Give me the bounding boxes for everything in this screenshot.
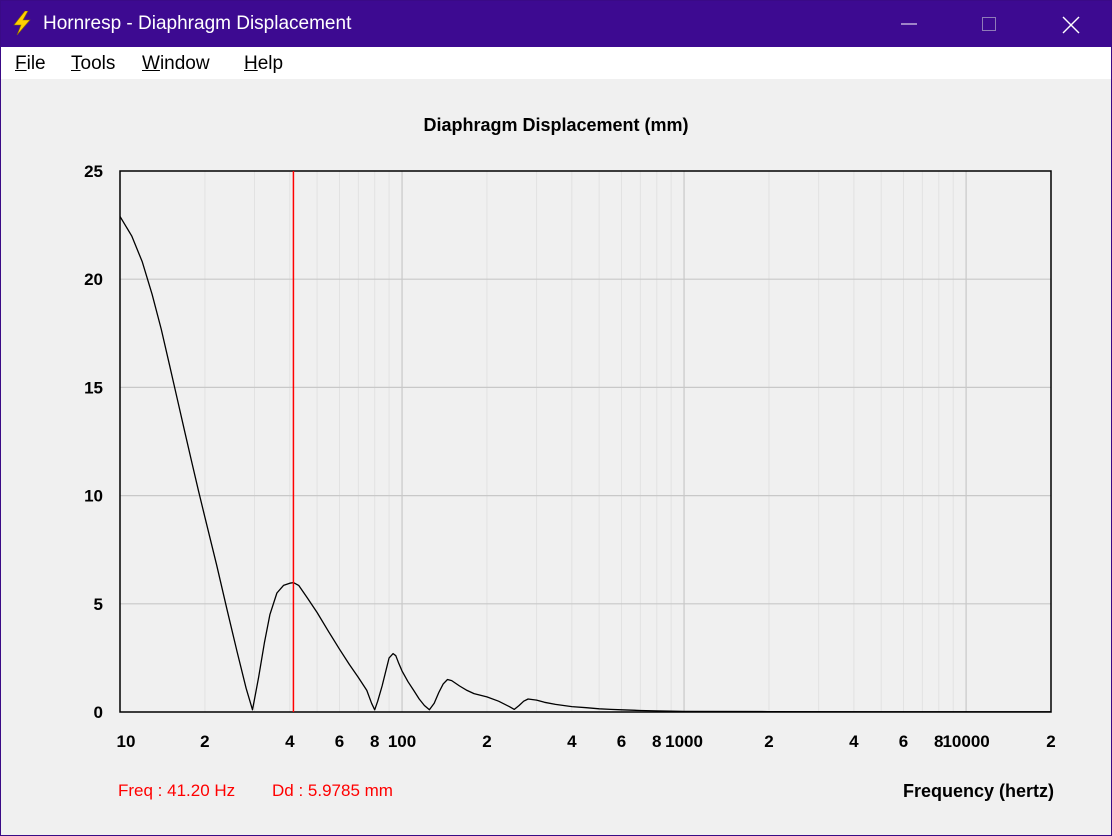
x-tick-label: 10 — [117, 732, 136, 751]
lightning-bolt-icon — [13, 11, 31, 35]
maximize-icon — [982, 17, 996, 31]
menu-help[interactable]: Help — [244, 53, 283, 75]
x-tick-label: 8 — [370, 732, 379, 751]
x-tick-label: 2 — [1046, 732, 1055, 751]
x-tick-label: 1000 — [665, 732, 703, 751]
y-tick-label: 5 — [94, 595, 103, 614]
menu-window-accelerator: W — [142, 53, 160, 74]
x-tick-label: 100 — [388, 732, 416, 751]
x-axis-label: Frequency (hertz) — [902, 781, 1054, 801]
x-tick-label: 4 — [849, 732, 859, 751]
menu-bar: File Tools Window Help — [1, 47, 1111, 79]
chart-area[interactable] — [1, 79, 1111, 835]
menu-file-label: ile — [26, 53, 46, 74]
x-tick-label: 6 — [617, 732, 626, 751]
y-tick-label: 0 — [94, 703, 103, 722]
y-tick-label: 15 — [84, 378, 103, 397]
x-tick-label: 4 — [285, 732, 295, 751]
menu-help-label: elp — [257, 53, 284, 74]
window-title: Hornresp - Diaphragm Displacement — [43, 13, 352, 34]
menu-window-label: indow — [159, 53, 210, 74]
close-button[interactable] — [1031, 1, 1111, 47]
chart-title: Diaphragm Displacement (mm) — [423, 115, 689, 135]
x-tick-label: 6 — [899, 732, 908, 751]
menu-file-accelerator: F — [15, 53, 27, 74]
menu-window[interactable]: Window — [142, 53, 210, 75]
y-tick-label: 20 — [84, 270, 103, 289]
close-icon — [1062, 16, 1080, 34]
x-tick-label: 2 — [482, 732, 491, 751]
title-bar[interactable]: Hornresp - Diaphragm Displacement — [1, 1, 1111, 47]
menu-tools[interactable]: Tools — [71, 53, 115, 75]
displacement-curve — [119, 216, 1051, 713]
menu-tools-accelerator: T — [71, 53, 81, 74]
menu-file[interactable]: File — [15, 53, 46, 75]
major-gridlines — [120, 171, 1051, 712]
minimize-button[interactable] — [869, 1, 949, 47]
minimize-icon — [901, 23, 917, 25]
y-tick-label: 10 — [84, 487, 103, 506]
frequency-readout: Freq : 41.20 Hz — [118, 781, 236, 800]
menu-tools-label: ools — [80, 53, 116, 74]
minor-gridlines — [204, 171, 954, 712]
x-tick-label: 8 — [934, 732, 943, 751]
x-tick-label: 8 — [652, 732, 661, 751]
y-tick-label: 25 — [84, 162, 103, 181]
displacement-readout: Dd : 5.9785 mm — [272, 781, 393, 800]
maximize-button[interactable] — [949, 1, 1029, 47]
x-tick-label: 2 — [200, 732, 209, 751]
plot-frame — [119, 170, 1052, 713]
y-tick-labels: 0 5 10 15 20 25 — [84, 162, 103, 722]
menu-help-accelerator: H — [244, 53, 258, 74]
x-tick-label: 10000 — [942, 732, 989, 751]
x-tick-label: 4 — [567, 732, 577, 751]
x-tick-label: 6 — [335, 732, 344, 751]
x-tick-label: 2 — [764, 732, 773, 751]
